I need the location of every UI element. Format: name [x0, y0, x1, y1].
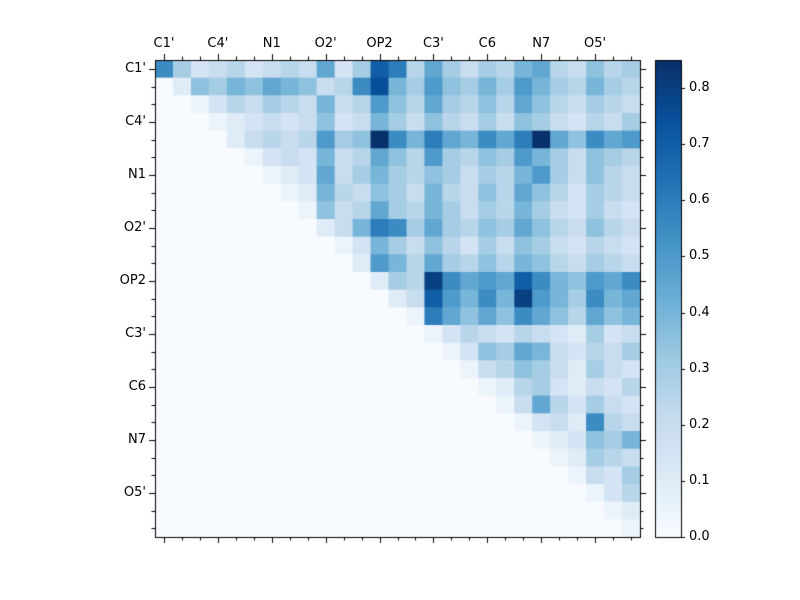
heatmap-canvas [0, 0, 800, 600]
heatmap-figure: C1' C1' C4' C4' N1 N1 O2' O2' OP2 OP2 C3' C3' C6 C6 N7… [0, 0, 800, 600]
